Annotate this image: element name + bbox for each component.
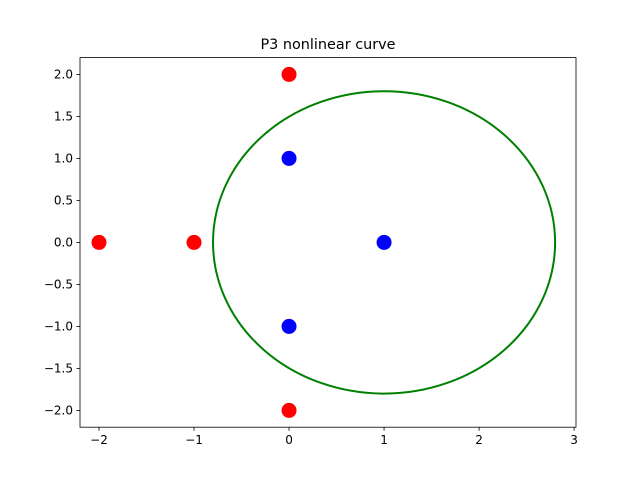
axes-frame: [79, 57, 577, 428]
data-point-series-1-2: [281, 318, 297, 334]
curve-layer: [212, 90, 557, 395]
data-point-series-0-2: [186, 234, 202, 250]
data-point-series-1-0: [281, 150, 297, 166]
x-tick-label: 3: [570, 433, 578, 447]
data-point-series-1-1: [376, 234, 392, 250]
x-tick-label: −2: [90, 433, 108, 447]
y-tick-label: 2.0: [54, 68, 73, 82]
y-tick-label: −0.5: [44, 278, 73, 292]
data-point-series-0-1: [91, 234, 107, 250]
chart-title: P3 nonlinear curve: [260, 37, 395, 53]
x-axis: −2 −1 0 1 2 3: [90, 427, 578, 447]
green-curve: [212, 90, 557, 395]
data-point-series-0-0: [281, 66, 297, 82]
y-tick-label: 1.5: [54, 110, 73, 124]
y-tick-label: 0.0: [54, 236, 73, 250]
point-layer: [91, 66, 392, 418]
x-tick-label: −1: [185, 433, 203, 447]
y-tick-label: −1.0: [44, 320, 73, 334]
y-tick-label: 0.5: [54, 194, 73, 208]
y-tick-label: −1.5: [44, 362, 73, 376]
y-axis: 2.0 1.5 1.0 0.5 0.0 −0.5 −1.0 −1.5 −2.0: [44, 68, 80, 418]
y-tick-label: 1.0: [54, 152, 73, 166]
data-point-series-0-3: [281, 402, 297, 418]
x-tick-label: 0: [285, 433, 293, 447]
x-tick-label: 2: [475, 433, 483, 447]
y-tick-label: −2.0: [44, 404, 73, 418]
x-tick-label: 1: [380, 433, 388, 447]
